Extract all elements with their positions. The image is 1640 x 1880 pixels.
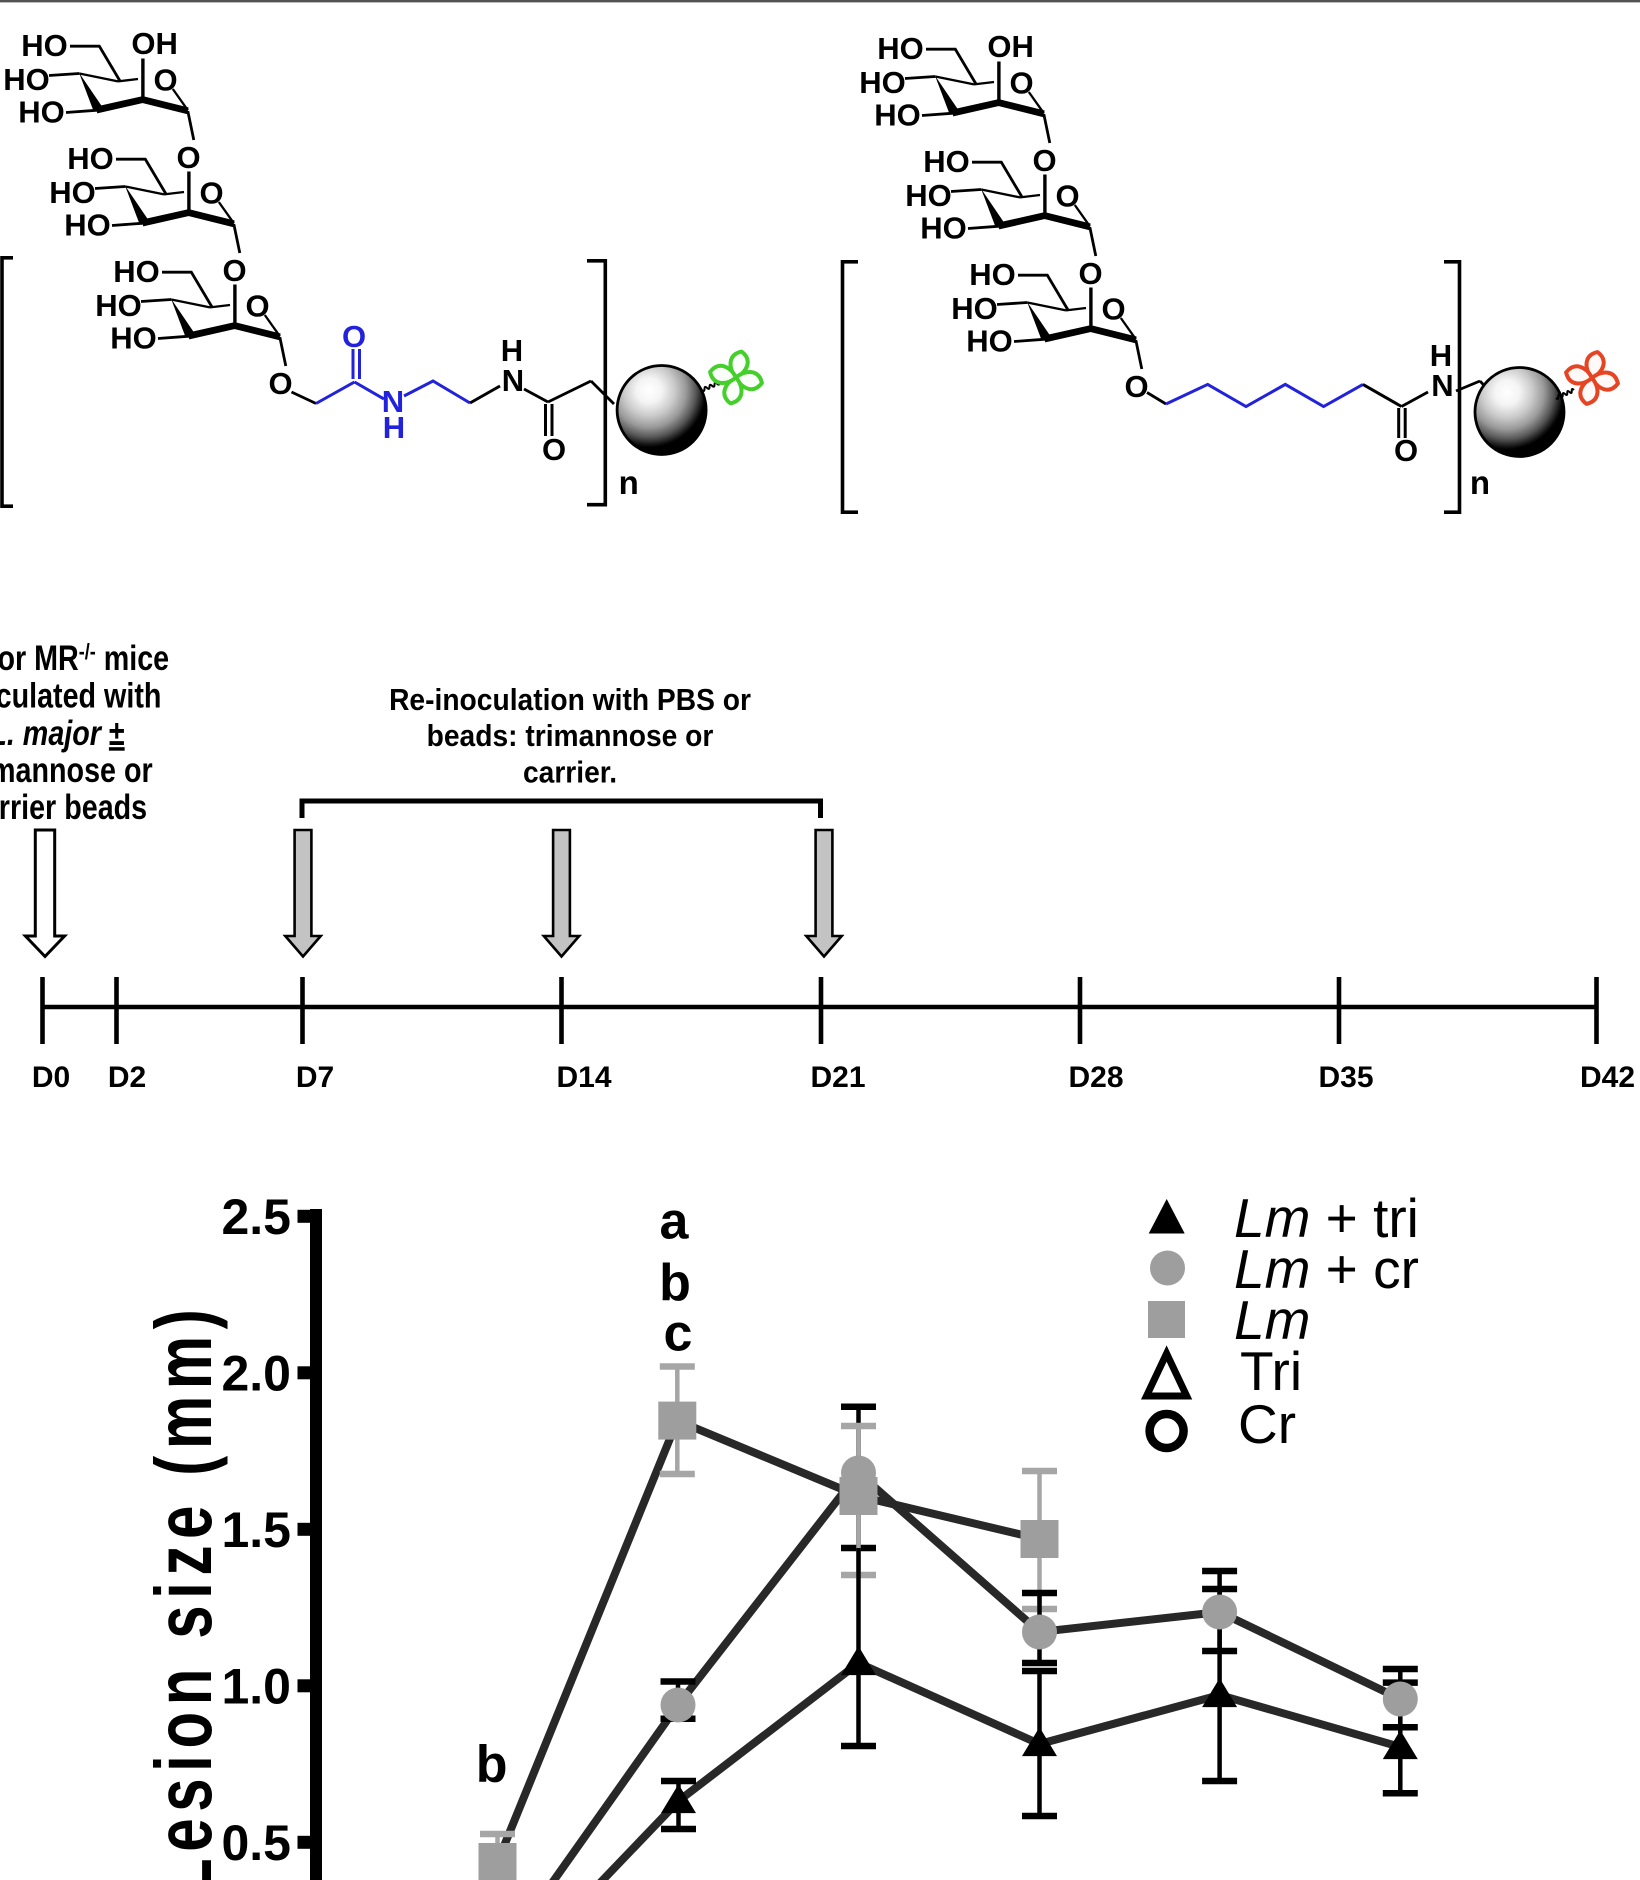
svg-text:trimannose or: trimannose or — [0, 750, 153, 789]
svg-text:Tri: Tri — [1240, 1340, 1302, 1402]
svg-text:Cr: Cr — [1238, 1393, 1296, 1455]
svg-text:n: n — [619, 464, 639, 501]
svg-text:H: H — [501, 333, 523, 368]
svg-text:a: a — [660, 1193, 690, 1251]
svg-text:D21: D21 — [810, 1061, 865, 1094]
svg-text:D14: D14 — [556, 1061, 611, 1094]
svg-text:O: O — [1394, 433, 1418, 468]
svg-text:2.5: 2.5 — [221, 1189, 291, 1245]
svg-text:OH: OH — [131, 26, 178, 61]
svg-text:D7: D7 — [296, 1061, 334, 1094]
svg-text:L. major ±: L. major ± — [0, 713, 125, 752]
svg-text:carrier beads: carrier beads — [0, 787, 147, 826]
svg-text:Lm + cr: Lm + cr — [1234, 1238, 1419, 1300]
svg-text:Lm: Lm — [1234, 1289, 1310, 1351]
svg-text:n: n — [1470, 464, 1490, 501]
svg-text:Lm + tri: Lm + tri — [1234, 1187, 1419, 1249]
svg-text:H: H — [1430, 338, 1452, 373]
svg-text:N: N — [382, 384, 404, 419]
svg-text:1.0: 1.0 — [221, 1658, 291, 1714]
svg-text:N: N — [1431, 368, 1453, 403]
svg-text:beads: trimannose or: beads: trimannose or — [427, 719, 714, 754]
svg-text:Re-inoculation with PBS or: Re-inoculation with PBS or — [389, 683, 751, 718]
svg-text:D0: D0 — [32, 1061, 70, 1094]
svg-text:c: c — [664, 1305, 693, 1363]
svg-text:b: b — [659, 1254, 691, 1312]
svg-text:H: H — [383, 410, 405, 445]
svg-text:OH: OH — [987, 29, 1034, 64]
svg-text:D35: D35 — [1318, 1061, 1373, 1094]
svg-text:Lesion size (mm): Lesion size (mm) — [139, 1303, 228, 1880]
svg-text:D42: D42 — [1580, 1061, 1635, 1094]
svg-text:D28: D28 — [1068, 1061, 1123, 1094]
svg-text:inoculated with: inoculated with — [0, 676, 161, 715]
svg-text:carrier.: carrier. — [523, 755, 617, 790]
svg-text:N: N — [502, 363, 524, 398]
svg-text:D2: D2 — [108, 1061, 146, 1094]
svg-text:b: b — [476, 1736, 508, 1794]
svg-text:1.5: 1.5 — [221, 1502, 291, 1558]
svg-text:O: O — [342, 319, 366, 354]
svg-text:0.5: 0.5 — [221, 1815, 291, 1871]
svg-text:O: O — [542, 432, 566, 467]
svg-text:2.0: 2.0 — [221, 1345, 291, 1401]
